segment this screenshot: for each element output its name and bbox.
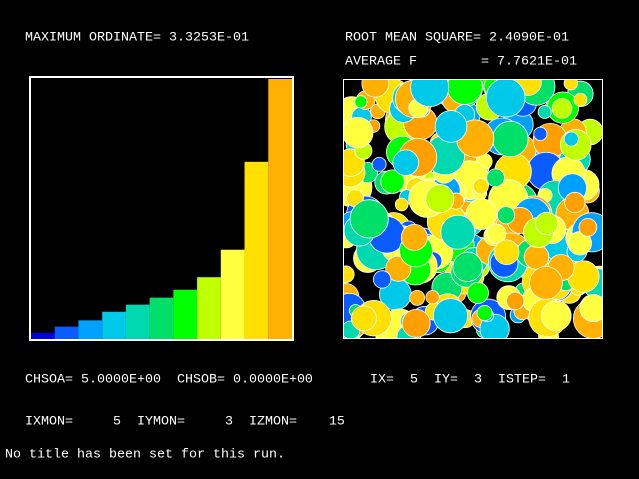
disc (380, 169, 405, 194)
disc (466, 282, 489, 305)
disc (485, 80, 526, 118)
disc (523, 244, 550, 270)
disc (551, 98, 573, 119)
disc (344, 116, 374, 149)
bar (220, 249, 245, 340)
disc (425, 290, 440, 305)
run-title: No title has been set for this run. (5, 448, 285, 463)
disc (434, 110, 468, 143)
disc (579, 294, 602, 323)
disc (371, 156, 387, 172)
disc (540, 300, 572, 332)
disc (472, 178, 489, 195)
disc (563, 80, 579, 91)
disc (535, 211, 559, 236)
bar (78, 320, 103, 340)
disc (373, 270, 392, 289)
disc (493, 239, 520, 266)
disc (392, 149, 420, 176)
bar (149, 297, 174, 340)
max-ordinate: MAXIMUM ORDINATE= 3.3253E-01 (25, 31, 249, 46)
bar (102, 311, 126, 340)
disc (506, 291, 525, 311)
monitor: IXMON= 5 IYMON= 3 IZMON= 15 (25, 415, 345, 430)
disc (496, 206, 516, 225)
rms: ROOT MEAN SQUARE= 2.4090E-01 (345, 31, 569, 46)
disc (486, 168, 505, 188)
disc (465, 198, 498, 230)
bar (31, 332, 55, 340)
average: AVERAGE F = 7.7621E-01 (345, 55, 577, 70)
bar (268, 79, 292, 340)
disc (410, 80, 450, 108)
bar (173, 289, 198, 340)
disc (564, 191, 586, 214)
disc (476, 305, 493, 322)
disc (440, 214, 476, 250)
disc (349, 199, 389, 239)
disc (486, 223, 507, 244)
disc (354, 95, 368, 109)
histogram (31, 79, 292, 340)
disc (344, 265, 355, 284)
disc (533, 126, 548, 141)
disc (401, 308, 431, 338)
disc (394, 197, 409, 212)
disc (361, 80, 390, 98)
disc (492, 120, 529, 158)
disc (432, 298, 469, 334)
disc-frame (343, 79, 603, 339)
disc (578, 218, 598, 237)
disc (425, 184, 455, 214)
bar (54, 326, 79, 340)
bar (244, 161, 269, 340)
disc (573, 92, 588, 107)
chso: CHSOA= 5.0000E+00 CHSOB= 0.0000E+00 (25, 373, 313, 388)
position: IX= 5 IY= 3 ISTEP= 1 (370, 373, 570, 388)
disc (400, 223, 428, 251)
disc (409, 289, 426, 306)
histogram-frame (29, 76, 294, 341)
bar (197, 277, 221, 340)
disc (537, 105, 552, 119)
disc (350, 305, 377, 332)
disc-field (344, 80, 602, 338)
disc (452, 251, 483, 282)
bar (125, 304, 150, 340)
disc (529, 266, 563, 300)
disc (563, 131, 579, 147)
